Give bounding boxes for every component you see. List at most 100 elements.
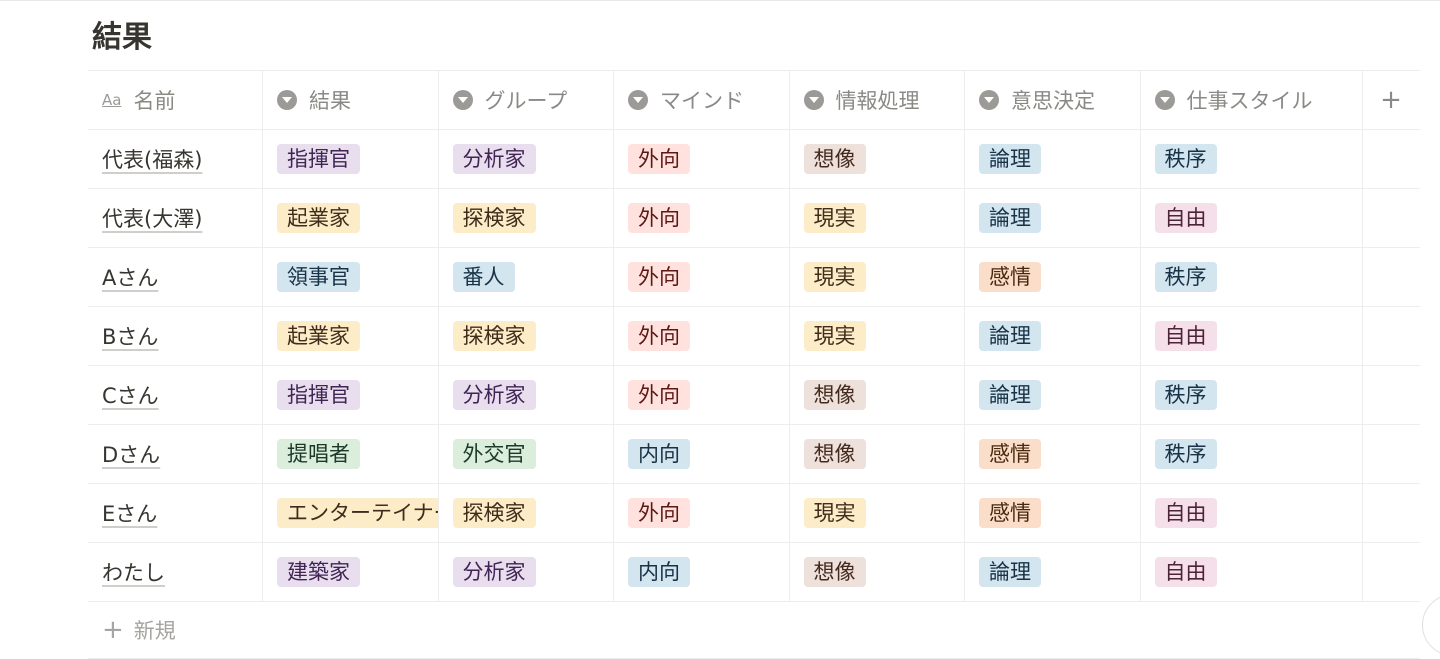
select-cell[interactable]: 秩序 [1141,366,1363,424]
tag-chip: 論理 [979,321,1041,351]
tag-chip: 探検家 [452,203,536,233]
empty-cell [1363,366,1420,424]
select-cell[interactable]: 外向 [614,248,790,306]
select-cell[interactable]: 分析家 [439,130,614,188]
tag-chip: 分析家 [452,380,536,410]
column-header[interactable]: 意思決定 [965,71,1141,129]
select-cell[interactable]: 分析家 [439,543,614,601]
select-cell[interactable]: 論理 [965,189,1141,247]
row-name[interactable]: Dさん [102,443,161,467]
select-cell[interactable]: 秩序 [1141,130,1363,188]
select-cell[interactable]: 外向 [614,189,790,247]
select-cell[interactable]: 現実 [790,189,965,247]
empty-cell [1363,425,1420,483]
select-cell[interactable]: 起業家 [263,189,439,247]
table-row: 代表(福森) 指揮官 分析家 外向 想像 論理 秩序 [88,130,1420,189]
select-cell[interactable]: 分析家 [439,366,614,424]
select-cell[interactable]: 論理 [965,543,1141,601]
select-cell[interactable]: エンターテイナー [263,484,439,542]
column-header-name[interactable]: Aa 名前 [88,71,263,129]
select-cell[interactable]: 外交官 [439,425,614,483]
select-property-icon [452,90,473,110]
row-name[interactable]: Eさん [102,502,158,526]
tag-chip: 自由 [1154,321,1217,351]
column-header[interactable]: 結果 [263,71,439,129]
select-property-icon [277,90,297,110]
select-cell[interactable]: 探検家 [439,484,614,542]
name-cell[interactable]: 代表(福森) [88,130,263,188]
select-cell[interactable]: 提唱者 [263,425,439,483]
select-cell[interactable]: 秩序 [1141,248,1363,306]
select-cell[interactable]: 論理 [965,366,1141,424]
select-cell[interactable]: 想像 [790,425,965,483]
select-cell[interactable]: 想像 [790,543,965,601]
name-cell[interactable]: Aさん [88,248,263,306]
select-cell[interactable]: 外向 [614,484,790,542]
select-property-icon [979,90,999,110]
name-cell[interactable]: わたし [88,543,263,601]
row-name[interactable]: わたし [102,561,165,585]
tag-chip: 起業家 [277,203,360,233]
select-cell[interactable]: 現実 [790,307,965,365]
new-row-button[interactable]: + 新規 [88,602,1420,659]
column-label: グループ [484,89,568,113]
select-cell[interactable]: 自由 [1141,484,1363,542]
select-cell[interactable]: 自由 [1141,189,1363,247]
select-cell[interactable]: 論理 [965,130,1141,188]
tag-chip: 想像 [803,557,866,587]
select-cell[interactable]: 秩序 [1141,425,1363,483]
empty-cell [1363,189,1420,247]
select-cell[interactable]: 想像 [790,130,965,188]
column-header[interactable]: 情報処理 [790,71,965,129]
name-cell[interactable]: Eさん [88,484,263,542]
select-cell[interactable]: 現実 [790,248,965,306]
table-row: Eさん エンターテイナー 探検家 外向 現実 感情 自由 [88,484,1420,543]
row-name[interactable]: Aさん [102,266,159,290]
select-cell[interactable]: 内向 [614,425,790,483]
tag-chip: 外向 [628,144,690,174]
table-row: わたし 建築家 分析家 内向 想像 論理 自由 [88,543,1420,602]
select-property-icon [1154,90,1175,110]
add-column-button[interactable]: + [1380,85,1402,115]
select-cell[interactable]: 論理 [965,307,1141,365]
name-cell[interactable]: Dさん [88,425,263,483]
select-cell[interactable]: 探検家 [439,189,614,247]
tag-chip: 論理 [979,203,1041,233]
select-cell[interactable]: 指揮官 [263,366,439,424]
column-header[interactable]: 仕事スタイル [1141,71,1363,129]
new-row-label: 新規 [133,619,176,643]
select-cell[interactable]: 外向 [614,130,790,188]
select-cell[interactable]: 外向 [614,366,790,424]
select-cell[interactable]: 感情 [965,484,1141,542]
select-cell[interactable]: 自由 [1141,543,1363,601]
row-name[interactable]: Bさん [102,325,159,349]
select-cell[interactable]: 指揮官 [263,130,439,188]
tag-chip: 外向 [628,380,690,410]
select-cell[interactable]: 探検家 [439,307,614,365]
select-cell[interactable]: 現実 [790,484,965,542]
select-cell[interactable]: 内向 [614,543,790,601]
tag-chip: 自由 [1154,203,1217,233]
name-cell[interactable]: Cさん [88,366,263,424]
tag-chip: 外向 [628,498,690,528]
row-name[interactable]: Cさん [102,384,159,408]
select-cell[interactable]: 番人 [439,248,614,306]
name-cell[interactable]: 代表(大澤) [88,189,263,247]
tag-chip: 分析家 [452,144,536,174]
select-cell[interactable]: 領事官 [263,248,439,306]
select-cell[interactable]: 起業家 [263,307,439,365]
tag-chip: 探検家 [452,321,536,351]
row-name[interactable]: 代表(大澤) [102,207,203,231]
column-header[interactable]: マインド [614,71,790,129]
select-cell[interactable]: 自由 [1141,307,1363,365]
table-row: 代表(大澤) 起業家 探検家 外向 現実 論理 自由 [88,189,1420,248]
select-cell[interactable]: 建築家 [263,543,439,601]
select-cell[interactable]: 外向 [614,307,790,365]
row-name[interactable]: 代表(福森) [102,148,203,172]
select-cell[interactable]: 感情 [965,425,1141,483]
select-cell[interactable]: 感情 [965,248,1141,306]
help-button[interactable] [1422,594,1440,656]
column-header[interactable]: グループ [439,71,614,129]
select-cell[interactable]: 想像 [790,366,965,424]
name-cell[interactable]: Bさん [88,307,263,365]
